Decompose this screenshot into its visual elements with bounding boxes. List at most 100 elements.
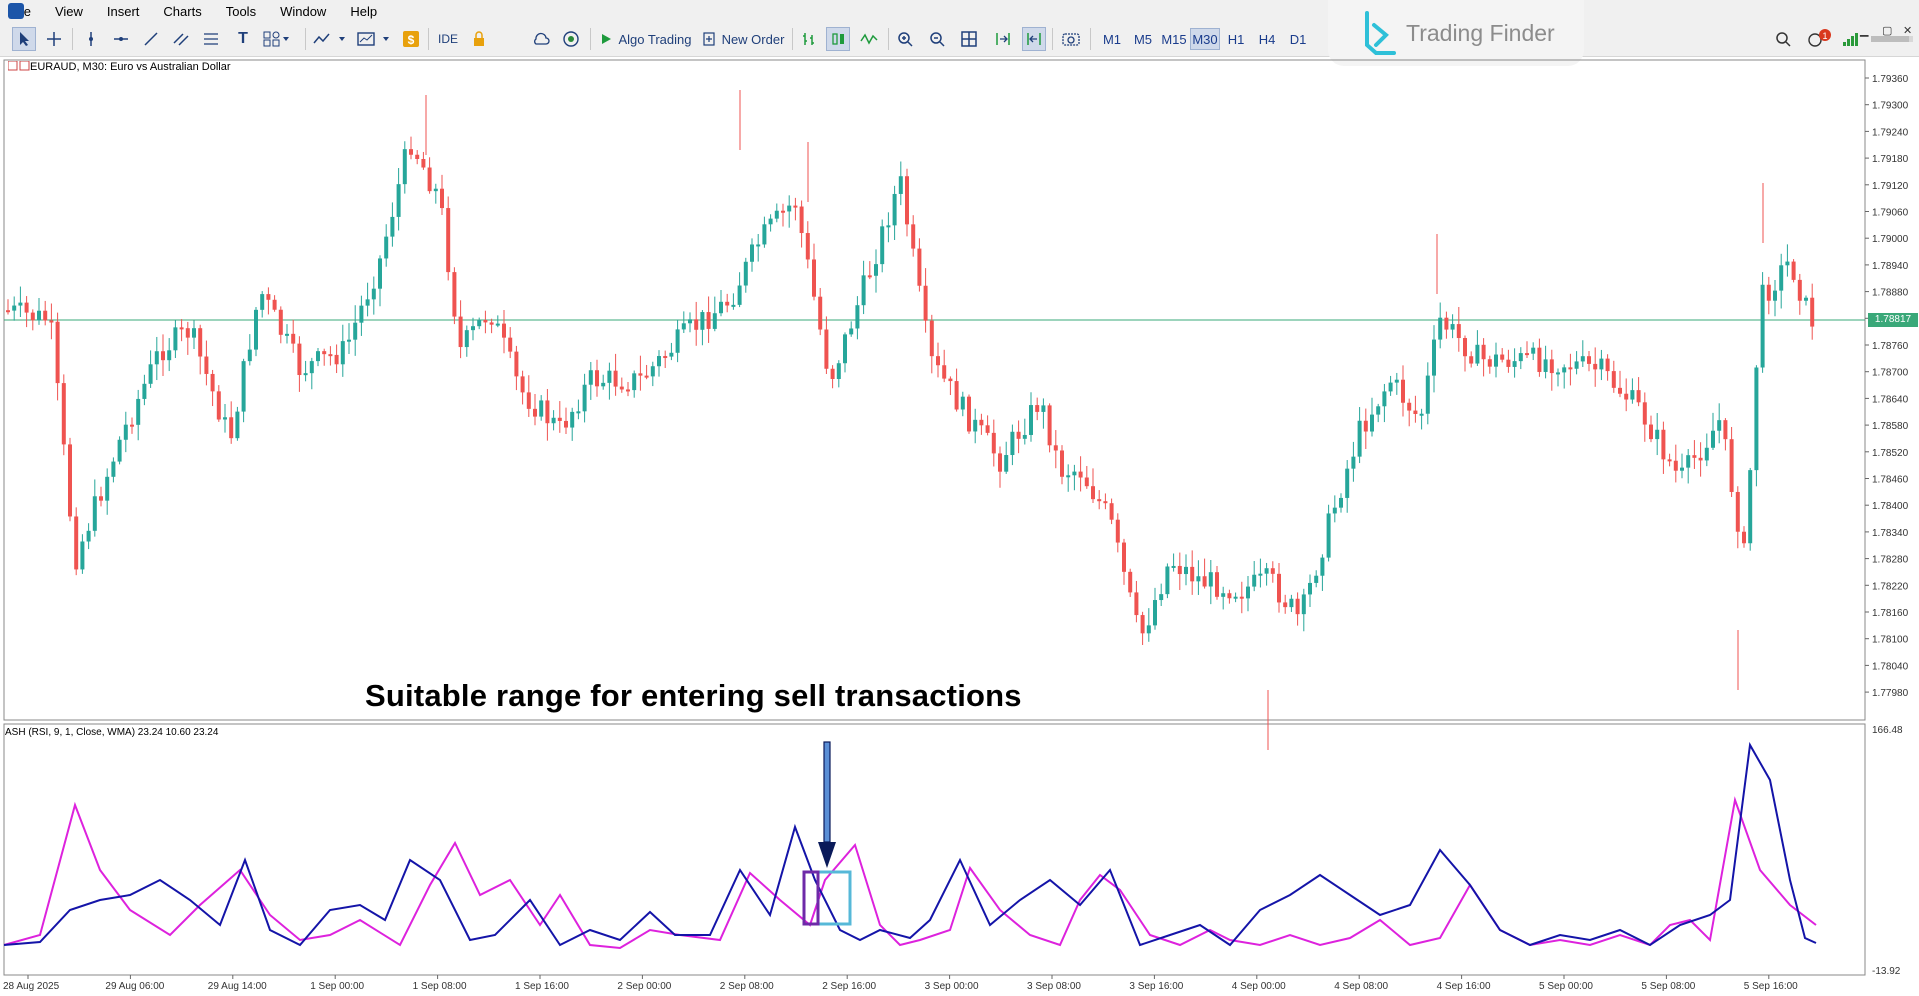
menu-insert[interactable]: Insert — [106, 3, 140, 19]
candle-body — [111, 461, 116, 477]
line-chart-icon[interactable] — [858, 27, 880, 51]
candle-body — [92, 496, 97, 531]
market-icon[interactable]: $ — [400, 27, 422, 51]
price-axis-label: 1.79300 — [1872, 101, 1909, 112]
notification-count: 1 — [1822, 31, 1827, 41]
candle-body — [1680, 467, 1684, 471]
candle-body — [1233, 596, 1238, 599]
candle-body — [322, 351, 327, 355]
scroll-chart-icon[interactable] — [992, 27, 1014, 51]
timeframe-h1[interactable]: H1 — [1227, 31, 1245, 47]
candle-body — [905, 176, 909, 225]
chart-canvas[interactable]: 1.79360 1.79300 1.79240 1.79180 1.79120 1.790… — [0, 57, 1919, 996]
timeframe-m1[interactable]: M1 — [1102, 31, 1122, 47]
templates-icon[interactable] — [356, 27, 392, 51]
shapes-icon[interactable] — [262, 27, 292, 51]
timeframe-h4[interactable]: H4 — [1258, 31, 1276, 47]
time-axis-label: 2 Sep 00:00 — [617, 981, 671, 992]
price-axis-label: 1.78520 — [1872, 448, 1909, 459]
candle-body — [570, 411, 575, 428]
candle-body — [1630, 390, 1635, 400]
horizontal-line-icon[interactable] — [110, 27, 132, 51]
candle-body — [818, 296, 823, 330]
candle-body — [1363, 420, 1368, 432]
text-tool-icon[interactable]: T — [238, 30, 248, 47]
timeframe-m5[interactable]: M5 — [1133, 31, 1153, 47]
candle-body — [1580, 356, 1585, 362]
candle-body — [1072, 471, 1077, 476]
candle-body — [229, 417, 234, 439]
candle-body — [799, 206, 804, 234]
candle-body — [1196, 576, 1201, 582]
restore-button[interactable]: ▢ — [1882, 25, 1893, 37]
menu-window[interactable]: Window — [280, 3, 327, 19]
candle-body — [774, 210, 779, 219]
time-axis-label: 29 Aug 06:00 — [105, 981, 164, 992]
new-order-button[interactable]: New Order — [700, 27, 786, 51]
menu-charts[interactable]: Charts — [163, 3, 202, 19]
ide-button[interactable]: IDE — [437, 32, 458, 46]
crosshair-icon[interactable] — [42, 27, 66, 51]
candle-body — [30, 312, 35, 321]
candle-body — [1246, 586, 1250, 599]
candle-body — [626, 389, 630, 392]
candlestick-icon[interactable] — [826, 27, 850, 51]
chart-shift-icon[interactable] — [1022, 27, 1046, 51]
close-button[interactable]: ✕ — [1903, 25, 1913, 37]
notifications-icon[interactable]: 1 — [1804, 27, 1834, 51]
candle-body — [1122, 542, 1126, 572]
toolbar: T $ IDE Algo Trading New Order — [0, 22, 1919, 57]
candle-body — [12, 305, 17, 311]
candle-body — [1512, 361, 1517, 367]
candle-body — [836, 363, 841, 379]
zoom-out-icon[interactable] — [926, 27, 948, 51]
candle-body — [1252, 574, 1257, 587]
candle-body — [954, 381, 959, 410]
channel-icon[interactable] — [170, 27, 192, 51]
candle-body — [1475, 344, 1480, 364]
time-axis-label: 28 Aug 2025 — [3, 981, 60, 992]
search-icon[interactable] — [1772, 27, 1794, 51]
timeframe-d1[interactable]: D1 — [1289, 31, 1307, 47]
candle-body — [297, 343, 302, 376]
candle-body — [1636, 390, 1641, 403]
candle-body — [762, 224, 767, 245]
candle-body — [756, 244, 761, 247]
candle-body — [688, 319, 692, 324]
candle-body — [1766, 284, 1771, 301]
indicators-icon[interactable] — [312, 27, 348, 51]
bar-chart-icon[interactable] — [798, 27, 820, 51]
timeframe-m15[interactable]: M15 — [1161, 31, 1187, 47]
screenshot-icon[interactable] — [1060, 27, 1082, 51]
ash-main-line — [3, 741, 1817, 947]
candle-body — [1134, 592, 1139, 616]
candle-body — [979, 419, 984, 426]
candle-body — [998, 453, 1002, 472]
algo-trading-button[interactable]: Algo Trading — [596, 27, 694, 51]
zoom-in-icon[interactable] — [894, 27, 916, 51]
signals-icon[interactable] — [560, 27, 582, 51]
indicator-frame — [3, 723, 1866, 976]
timeframe-m30[interactable]: M30 — [1190, 28, 1220, 50]
lock-icon[interactable] — [468, 27, 490, 51]
candle-body — [712, 313, 717, 329]
price-axis-label: 1.78160 — [1872, 608, 1909, 619]
vertical-line-icon[interactable] — [80, 27, 102, 51]
cloud-icon[interactable] — [530, 27, 552, 51]
minimize-button[interactable]: ▁ — [1860, 25, 1869, 37]
cursor-tool-icon[interactable] — [12, 27, 36, 51]
trendline-icon[interactable] — [140, 27, 162, 51]
menu-view[interactable]: View — [54, 3, 83, 19]
menu-help[interactable]: Help — [350, 3, 378, 19]
candle-body — [415, 154, 420, 159]
candle-body — [123, 424, 128, 440]
tile-windows-icon[interactable] — [958, 27, 980, 51]
menu-tools[interactable]: Tools — [225, 3, 257, 19]
candle-body — [1301, 594, 1306, 615]
candle-body — [61, 383, 66, 445]
time-axis-label: 3 Sep 08:00 — [1027, 981, 1081, 992]
fibonacci-icon[interactable] — [200, 27, 222, 51]
candle-body — [1153, 600, 1157, 626]
candle-body — [309, 361, 314, 374]
candle-body — [1339, 497, 1343, 508]
